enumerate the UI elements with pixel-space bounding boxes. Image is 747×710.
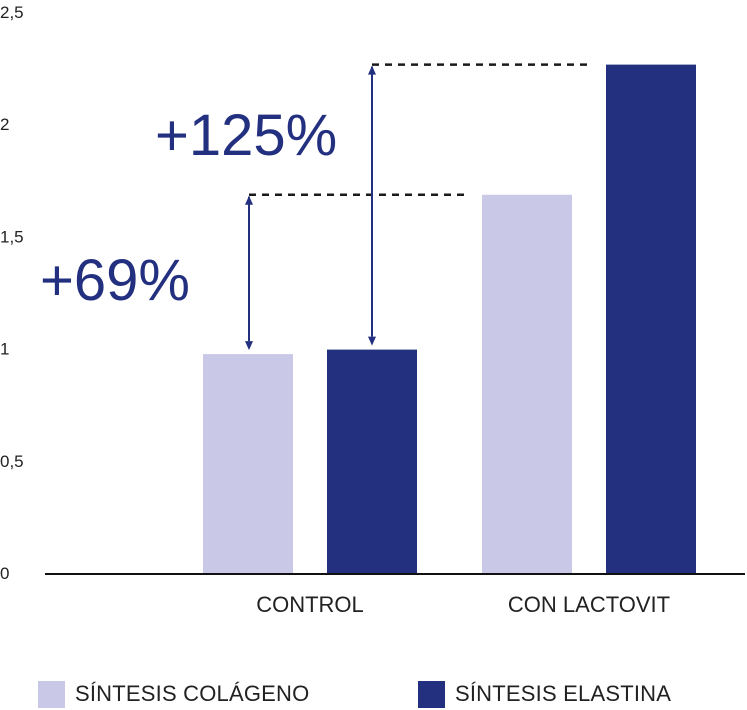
arrow-head-down-icon xyxy=(368,336,376,346)
bar xyxy=(327,349,417,574)
arrow-head-up-icon xyxy=(368,65,376,75)
y-axis-ticks: 0 0,5 1 1,5 2 2,5 xyxy=(0,3,24,583)
increase-annotation-label: +69% xyxy=(40,248,190,313)
legend-item-colageno: SÍNTESIS COLÁGENO xyxy=(38,680,309,708)
annotations: +69% +125% xyxy=(40,63,591,351)
legend-item-elastina: SÍNTESIS ELASTINA xyxy=(418,680,671,708)
bar xyxy=(482,194,572,574)
y-tick-label: 0 xyxy=(0,564,9,583)
y-tick-label: 1 xyxy=(0,340,9,359)
arrow-head-up-icon xyxy=(245,195,253,205)
bar-chart: 0 0,5 1 1,5 2 2,5 CONTROL CON LACTOVIT +69% +12… xyxy=(0,3,745,617)
y-tick-label: 2,5 xyxy=(0,3,24,22)
y-tick-label: 0,5 xyxy=(0,452,24,471)
bar xyxy=(203,354,293,574)
bars xyxy=(203,64,696,574)
bar xyxy=(606,64,696,574)
y-tick-label: 2 xyxy=(0,115,9,134)
x-axis-categories: CONTROL CON LACTOVIT xyxy=(256,592,670,617)
legend-swatch-elastina xyxy=(418,680,445,708)
legend-swatch-colageno xyxy=(38,680,65,708)
y-tick-label: 1,5 xyxy=(0,227,24,246)
x-category-label: CONTROL xyxy=(256,592,364,617)
legend-label-colageno: SÍNTESIS COLÁGENO xyxy=(75,681,310,706)
arrow-head-down-icon xyxy=(245,341,253,351)
increase-annotation-label: +125% xyxy=(155,103,337,168)
x-category-label: CON LACTOVIT xyxy=(508,592,670,617)
legend-label-elastina: SÍNTESIS ELASTINA xyxy=(455,681,672,706)
